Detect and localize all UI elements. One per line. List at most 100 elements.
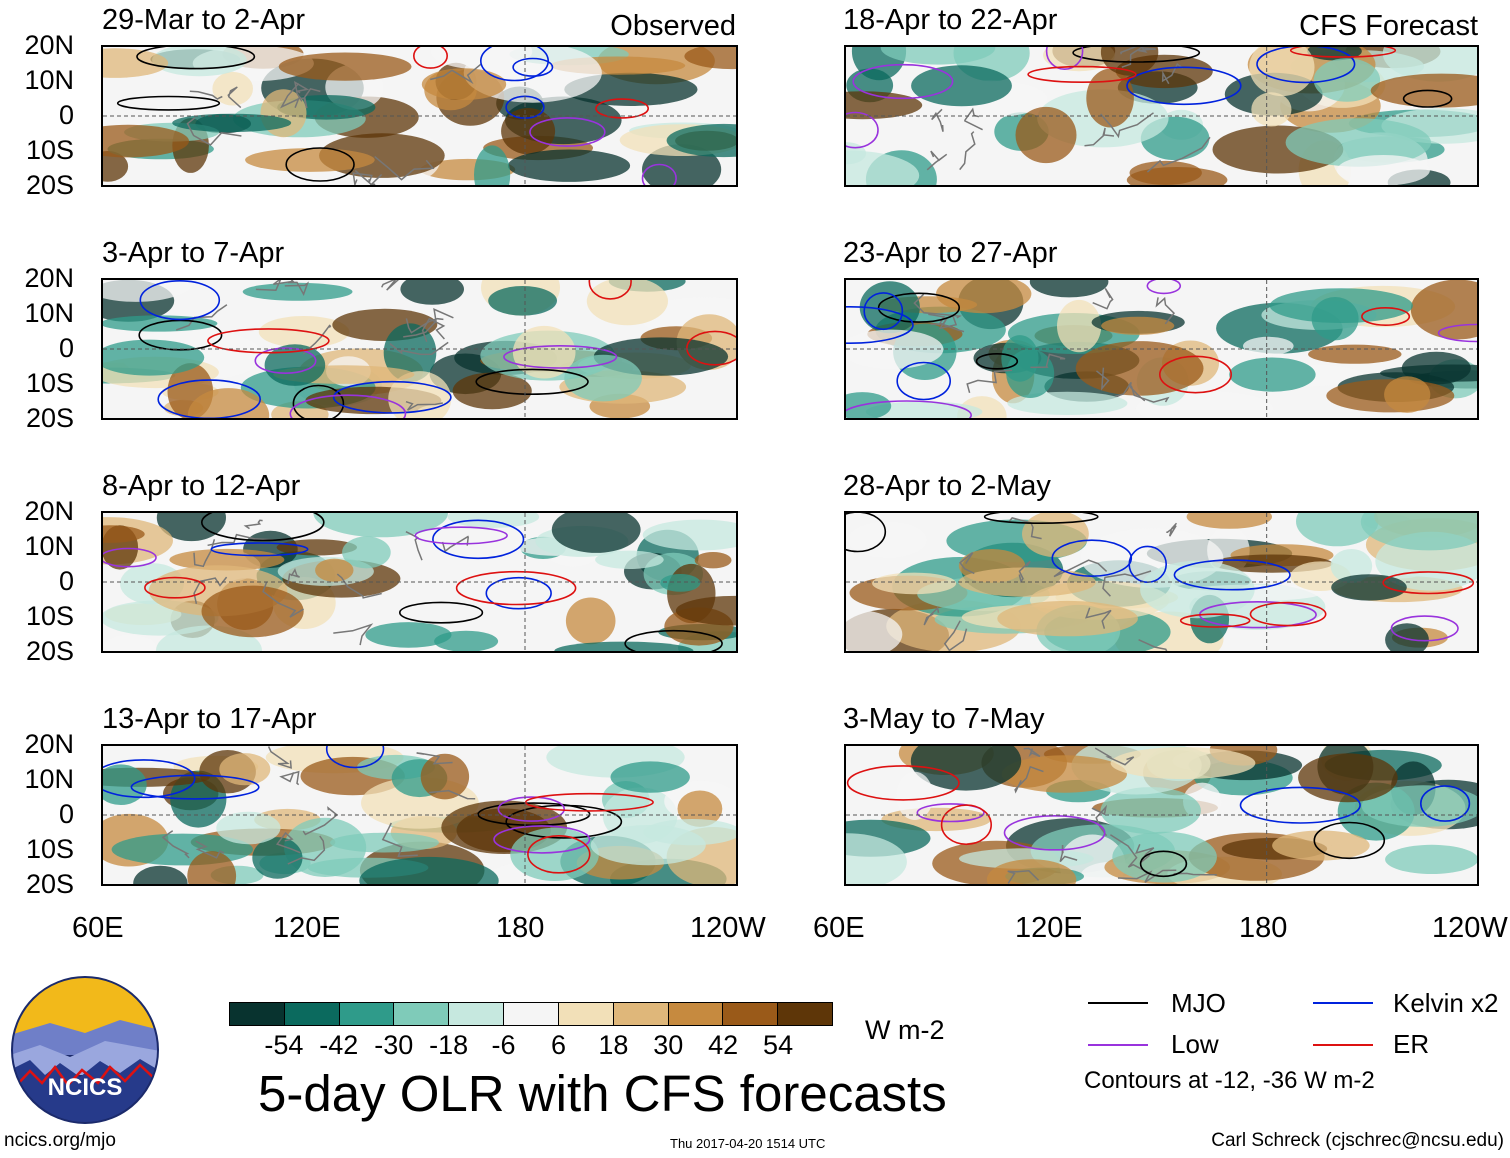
coastline bbox=[227, 86, 242, 109]
olr-anomaly-blob bbox=[264, 344, 326, 386]
olr-anomaly-blob bbox=[586, 280, 668, 326]
olr-anomaly-blob bbox=[103, 151, 129, 182]
contour-er bbox=[413, 47, 448, 69]
y-tick-label: 20N bbox=[24, 496, 74, 526]
contour-low bbox=[254, 347, 317, 374]
contour-kelvin-x2 bbox=[1126, 66, 1242, 106]
olr-anomaly-blob bbox=[675, 595, 736, 626]
contour-kelvin-x2 bbox=[332, 380, 452, 414]
coastline bbox=[428, 789, 476, 800]
olr-anomaly-blob bbox=[846, 392, 892, 418]
olr-anomaly-blob bbox=[666, 123, 736, 158]
x-tick-fcst-120e: 120E bbox=[1015, 912, 1083, 944]
coastline bbox=[1135, 844, 1155, 864]
x-tick-obs-120w: 120W bbox=[690, 912, 766, 944]
contour-low bbox=[103, 547, 157, 568]
contour-er bbox=[1027, 65, 1137, 83]
contour-kelvin-x2 bbox=[1256, 47, 1356, 84]
coastline bbox=[1121, 47, 1156, 68]
coastline bbox=[1096, 367, 1110, 391]
olr-anomaly-blob bbox=[595, 550, 664, 569]
map-svg bbox=[103, 47, 736, 185]
footer-timestamp: Thu 2017-04-20 1514 UTC bbox=[670, 1136, 826, 1151]
y-tick-label: 20N bbox=[24, 729, 74, 759]
legend-line-low bbox=[1088, 1044, 1148, 1046]
olr-anomaly-blob bbox=[507, 149, 631, 182]
legend-label-mjo: MJO bbox=[1171, 988, 1226, 1018]
olr-anomaly-blob bbox=[846, 610, 903, 651]
map-svg bbox=[846, 746, 1477, 884]
x-tick-obs-120e: 120E bbox=[273, 912, 341, 944]
contour-mjo bbox=[1072, 47, 1201, 63]
olr-anomaly-blob bbox=[1006, 349, 1055, 398]
coastline bbox=[1053, 559, 1108, 578]
olr-anomaly-blob bbox=[1057, 299, 1102, 353]
olr-anomaly-blob bbox=[846, 329, 944, 369]
contour-kelvin-x2 bbox=[103, 759, 196, 799]
olr-anomaly-blob bbox=[565, 597, 616, 645]
olr-anomaly-blob bbox=[1361, 785, 1477, 827]
coastline bbox=[262, 582, 304, 618]
olr-anomaly-blob bbox=[872, 572, 957, 595]
contour-er bbox=[1289, 47, 1397, 58]
olr-anomaly-blob bbox=[156, 513, 226, 542]
coastline bbox=[1030, 353, 1066, 369]
y-tick-label: 10N bbox=[24, 531, 74, 561]
coastline bbox=[354, 170, 383, 185]
coastline bbox=[279, 770, 300, 786]
contour-er bbox=[1179, 613, 1251, 628]
olr-anomaly-blob bbox=[245, 148, 375, 172]
contour-er bbox=[1382, 571, 1475, 595]
olr-anomaly-blob bbox=[642, 519, 736, 551]
olr-anomaly-blob bbox=[152, 47, 247, 77]
contour-er bbox=[455, 570, 577, 606]
map-obs-2 bbox=[101, 278, 738, 420]
contour-er bbox=[207, 328, 330, 354]
contour-mjo bbox=[138, 319, 223, 351]
coastline bbox=[1173, 872, 1217, 876]
coastline bbox=[1117, 869, 1177, 883]
coastline bbox=[405, 531, 423, 561]
colorbar-swatch bbox=[613, 1003, 669, 1025]
panel-title-fcst-4: 3-May to 7-May bbox=[843, 703, 1045, 735]
coastline bbox=[403, 308, 454, 338]
colorbar-swatch bbox=[723, 1003, 779, 1025]
legend-label-er: ER bbox=[1393, 1029, 1430, 1059]
olr-anomaly-blob bbox=[501, 108, 556, 155]
contour-low bbox=[916, 803, 985, 823]
contour-kelvin-x2 bbox=[432, 519, 525, 560]
coastline bbox=[175, 304, 228, 331]
x-tick-fcst-60e: 60E bbox=[813, 912, 865, 944]
coastline bbox=[279, 83, 300, 109]
coastline bbox=[1109, 834, 1151, 874]
olr-anomaly-blob bbox=[103, 124, 189, 158]
footer-author: Carl Schreck (cjschrec@ncsu.edu) bbox=[1211, 1130, 1504, 1151]
coastline bbox=[959, 552, 975, 575]
olr-anomaly-blob bbox=[1336, 155, 1430, 185]
olr-anomaly-blob bbox=[216, 811, 281, 845]
legend-line-kelvin bbox=[1313, 1002, 1373, 1004]
contour-mjo bbox=[292, 384, 345, 418]
coastline bbox=[1091, 804, 1108, 837]
olr-anomaly-blob bbox=[1101, 316, 1175, 335]
contour-kelvin-x2 bbox=[1239, 786, 1361, 824]
contour-kelvin-x2 bbox=[846, 306, 914, 344]
coastline bbox=[931, 108, 944, 132]
contour-er bbox=[588, 280, 632, 300]
colorbar-label: -18 bbox=[429, 1030, 469, 1060]
coastline bbox=[287, 835, 326, 865]
contour-low bbox=[852, 63, 954, 100]
y-tick-label: 20S bbox=[25, 403, 74, 433]
coastline bbox=[441, 535, 469, 553]
contour-low bbox=[289, 394, 407, 418]
coastline bbox=[1102, 570, 1152, 597]
olr-anomaly-blob bbox=[896, 771, 934, 820]
coastline bbox=[923, 606, 940, 626]
contour-mjo bbox=[877, 292, 961, 323]
contour-low bbox=[846, 400, 972, 418]
coastline bbox=[1146, 136, 1211, 173]
olr-anomaly-blob bbox=[880, 47, 996, 65]
footer-url[interactable]: ncics.org/mjo bbox=[4, 1130, 116, 1151]
coastline bbox=[416, 752, 453, 765]
coastline bbox=[1115, 381, 1146, 402]
